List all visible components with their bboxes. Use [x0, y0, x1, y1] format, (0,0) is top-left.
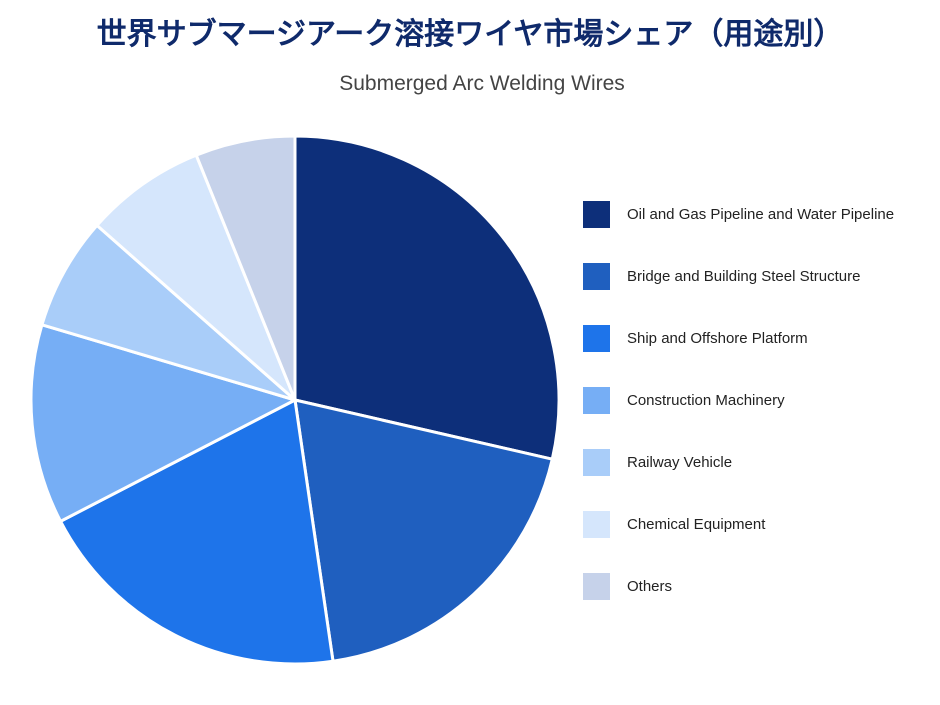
pie-slice	[293, 134, 561, 462]
chart-title: 世界サブマージアーク溶接ワイヤ市場シェア（用途別）	[97, 17, 844, 52]
legend-swatch	[583, 573, 610, 600]
legend-swatch	[583, 201, 610, 228]
legend-label: Ship and Offshore Platform	[627, 330, 808, 347]
legend-swatch	[583, 511, 610, 538]
legend-swatch	[583, 387, 610, 414]
legend-swatch	[583, 263, 610, 290]
legend-label: Construction Machinery	[627, 392, 785, 409]
pie-slice	[94, 153, 297, 402]
pie-slice	[293, 398, 555, 663]
legend-label: Bridge and Building Steel Structure	[627, 268, 860, 285]
legend-swatch	[583, 325, 610, 352]
legend-label: Oil and Gas Pipeline and Water Pipeline	[627, 206, 894, 223]
pie-slice	[194, 134, 297, 401]
chart-subtitle: Submerged Arc Welding Wires	[339, 72, 625, 95]
pie-slice	[58, 397, 335, 666]
legend-label: Railway Vehicle	[627, 454, 732, 471]
legend-swatch	[583, 449, 610, 476]
pie-slice	[29, 322, 299, 524]
legend-label: Chemical Equipment	[627, 516, 766, 533]
pie-slice	[40, 223, 296, 402]
legend-label: Others	[627, 578, 672, 595]
